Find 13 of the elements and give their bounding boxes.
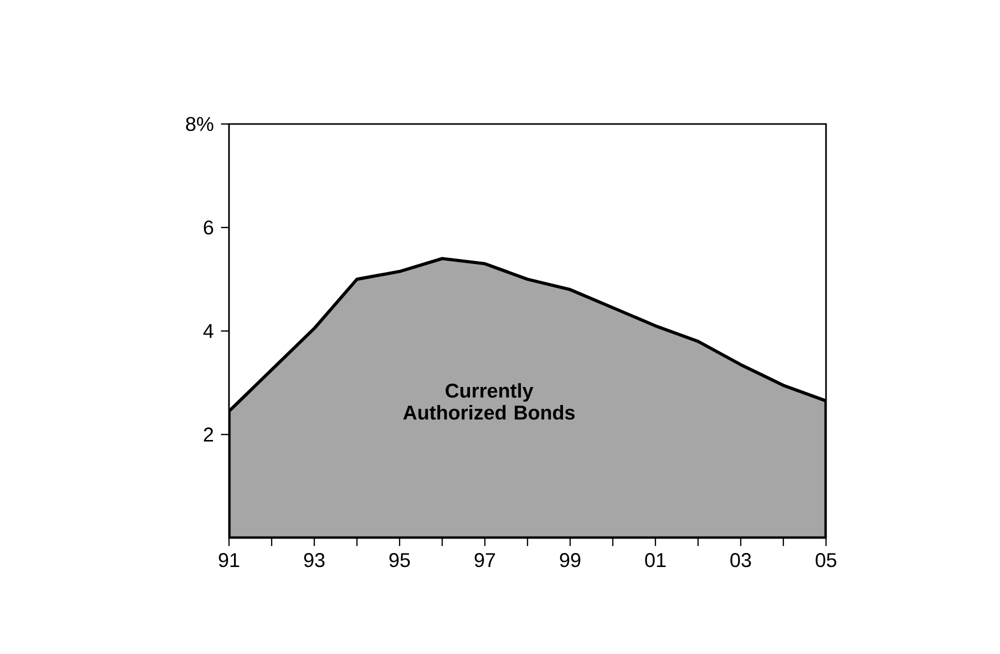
y-tick-label: 2 bbox=[204, 428, 213, 442]
x-tick-label: 95 bbox=[389, 553, 410, 568]
annotation: Currently Authorized Bonds bbox=[403, 383, 575, 420]
x-tick-label: 01 bbox=[645, 553, 666, 568]
y-tick-label: 8% bbox=[186, 116, 214, 132]
y-tick-label: 4 bbox=[203, 324, 214, 338]
x-tick-label: 93 bbox=[304, 553, 325, 568]
y-tick-label: 6 bbox=[204, 220, 214, 235]
x-tick-label: 05 bbox=[816, 553, 836, 568]
x-tick-label: 97 bbox=[474, 553, 495, 568]
x-tick-label: 91 bbox=[218, 553, 240, 568]
x-tick-label: 99 bbox=[560, 553, 580, 568]
x-tick-label: 03 bbox=[730, 553, 751, 568]
